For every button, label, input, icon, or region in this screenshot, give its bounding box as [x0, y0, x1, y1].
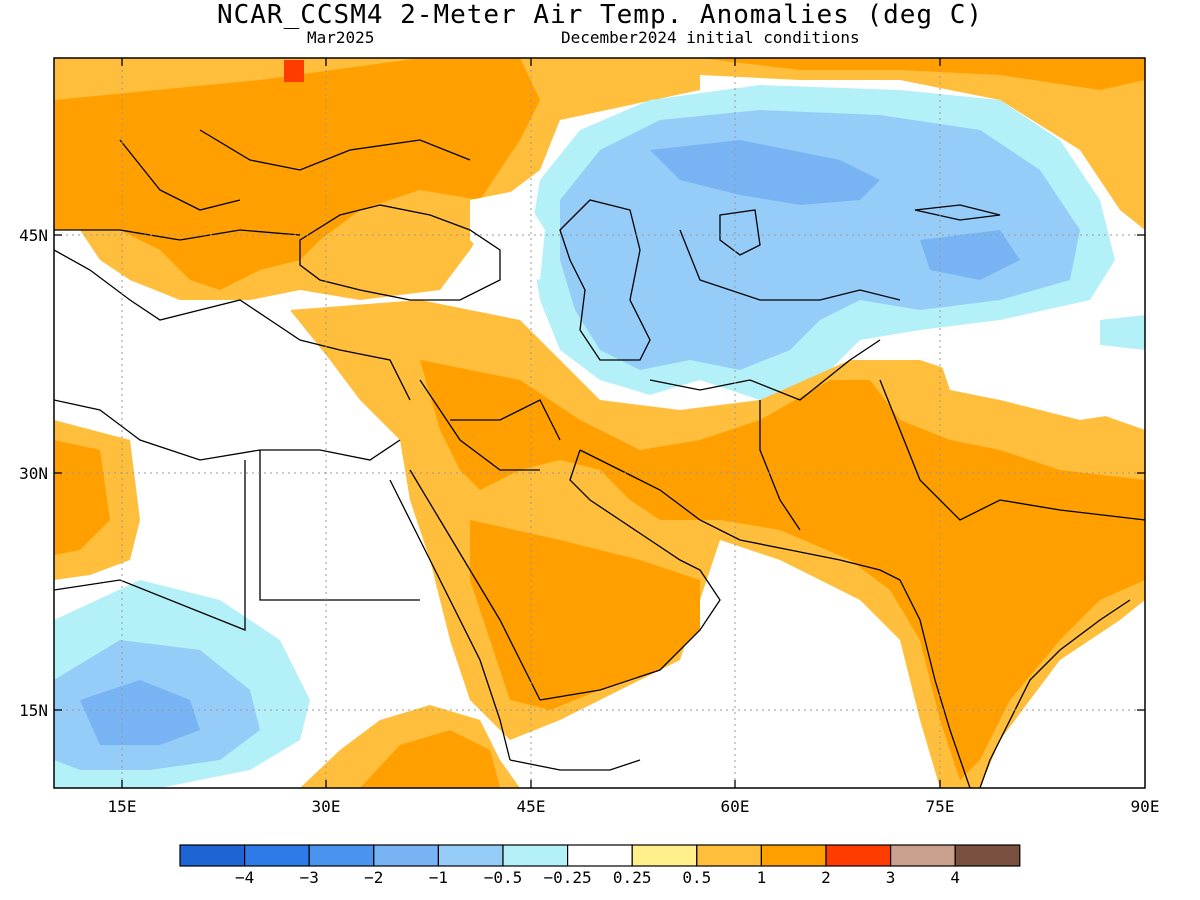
colorbar-swatch — [696, 844, 762, 867]
colorbar-swatch — [631, 844, 698, 867]
lon-label-75e: 75E — [926, 797, 955, 816]
initial-conditions: December2024 initial conditions — [561, 28, 860, 47]
lon-label-60e: 60E — [721, 797, 750, 816]
map-title: NCAR_CCSM4 2-Meter Air Temp. Anomalies (… — [216, 0, 984, 30]
colorbar-label: −2 — [364, 868, 384, 887]
colorbar-label: 4 — [950, 868, 961, 887]
gridlines — [54, 58, 1145, 788]
colorbar-swatch — [889, 844, 956, 867]
colorbar-swatch — [954, 844, 1021, 867]
colorbar-label: 3 — [885, 868, 896, 887]
lon-label-45e: 45E — [517, 797, 546, 816]
lon-label-15e: 15E — [108, 797, 137, 816]
coastlines — [54, 129, 1145, 788]
colorbar-swatch — [244, 844, 310, 867]
colorbar-swatch — [566, 844, 633, 867]
map-frame — [53, 57, 1146, 789]
colorbar-swatch — [502, 844, 569, 867]
colorbar-label: 2 — [821, 868, 831, 887]
colorbar-swatch — [825, 844, 892, 867]
lon-label-90e: 90E — [1131, 797, 1160, 816]
colorbar-swatch — [308, 844, 375, 867]
lon-label-30e: 30E — [312, 797, 341, 816]
colorbar-label: −1 — [428, 868, 449, 887]
lat-label-15n: 15N — [19, 701, 48, 720]
colorbar-swatch — [760, 844, 827, 867]
forecast-month: Mar2025 — [307, 28, 375, 47]
anomaly-field — [54, 58, 1145, 788]
axis-ticks — [54, 58, 1145, 788]
colorbar — [179, 844, 1021, 867]
colorbar-swatch — [373, 844, 439, 867]
colorbar-swatch — [437, 844, 504, 867]
colorbar-label: 0.5 — [682, 868, 712, 887]
colorbar-label: −4 — [234, 868, 255, 887]
colorbar-label: 0.25 — [612, 868, 652, 887]
colorbar-label: −0.5 — [483, 868, 523, 887]
colorbar-swatch — [179, 844, 246, 867]
colorbar-label: −0.25 — [543, 868, 592, 887]
lat-label-30n: 30N — [19, 464, 48, 483]
colorbar-label: −3 — [299, 868, 319, 887]
colorbar-label: 1 — [756, 868, 767, 887]
lat-label-45n: 45N — [19, 226, 48, 245]
